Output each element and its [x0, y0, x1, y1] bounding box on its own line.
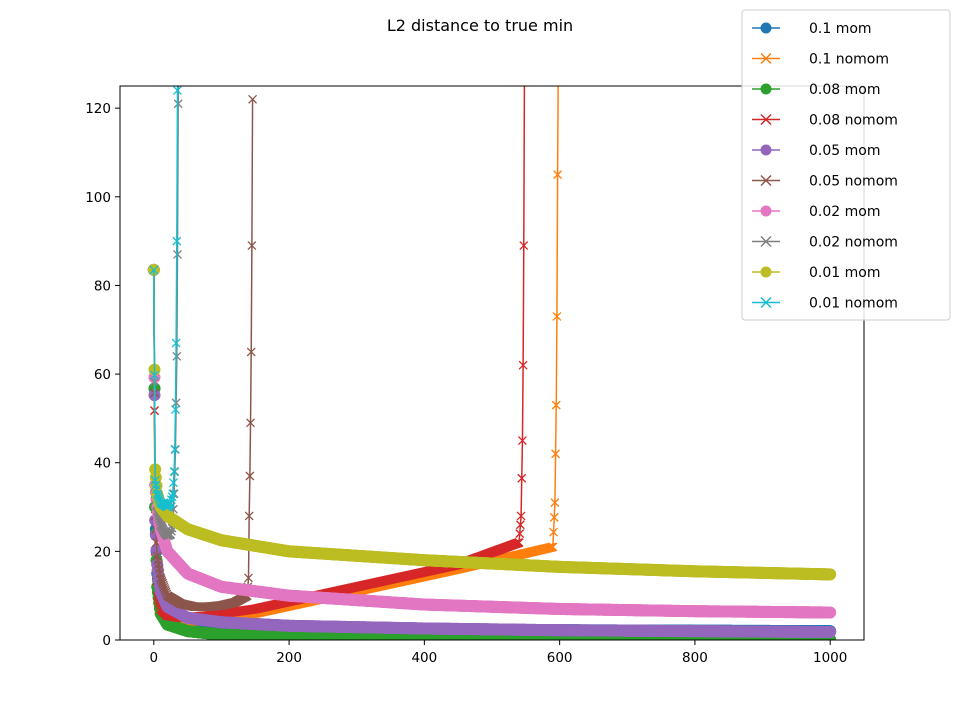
data-point: [548, 542, 558, 552]
data-point: [551, 449, 561, 459]
series-layer: [147, 86, 837, 640]
data-point: [550, 498, 560, 508]
chart-title: L2 distance to true min: [387, 16, 573, 35]
data-point: [553, 170, 563, 180]
data-point: [549, 527, 559, 537]
data-point: [552, 312, 562, 321]
data-point: [549, 512, 559, 522]
data-point: [551, 400, 561, 410]
data-point: [824, 626, 837, 639]
